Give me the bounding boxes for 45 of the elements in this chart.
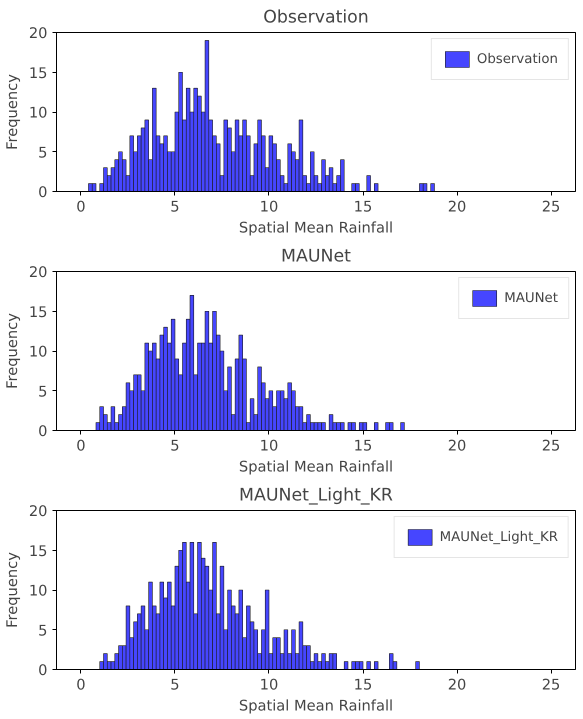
y-tick-label: 10: [28, 582, 48, 600]
y-axis-title: Frequency: [4, 552, 21, 628]
y-tick-label: 5: [38, 622, 48, 640]
x-tick-label: 25: [542, 438, 560, 454]
x-tick-label: 5: [170, 198, 180, 216]
chart-title: MAUNet_Light_KR: [239, 486, 393, 506]
x-axis-title: Spatial Mean Rainfall: [238, 698, 394, 714]
y-tick-label: 0: [38, 662, 48, 679]
y-tick-label: 0: [38, 184, 48, 201]
y-tick-label: 15: [28, 64, 48, 82]
x-tick-label: 20: [448, 676, 466, 694]
x-tick-label: 5: [170, 438, 180, 454]
x-axis-title: Spatial Mean Rainfall: [238, 458, 394, 476]
x-tick-label: 25: [542, 676, 560, 694]
x-tick-label: 0: [76, 676, 86, 694]
y-axis-title: Frequency: [4, 312, 21, 389]
y-tick-label: 15: [28, 542, 48, 560]
chart-title: Observation: [263, 8, 369, 28]
y-tick-label: 20: [28, 25, 48, 42]
y-tick-label: 20: [28, 503, 48, 520]
y-tick-label: 10: [28, 104, 48, 122]
x-tick-label: 0: [76, 198, 86, 216]
x-tick-label: 20: [448, 198, 466, 216]
y-axis-title: Frequency: [4, 74, 21, 150]
legend-label: MAUNet_Light_KR: [440, 530, 558, 544]
y-tick-label: 5: [38, 383, 48, 400]
y-tick-label: 20: [28, 264, 48, 281]
x-tick-label: 5: [170, 676, 180, 694]
x-axis-title: Spatial Mean Rainfall: [238, 220, 394, 236]
x-tick-label: 25: [542, 198, 560, 216]
x-tick-label: 20: [448, 438, 466, 454]
y-tick-label: 15: [28, 304, 48, 321]
x-tick-label: 15: [354, 438, 372, 454]
x-tick-label: 15: [354, 198, 372, 216]
x-tick-label: 10: [260, 438, 278, 454]
x-tick-label: 15: [354, 676, 372, 694]
x-tick-label: 10: [260, 198, 278, 216]
x-tick-label: 10: [260, 676, 278, 694]
legend-label: Observation: [476, 52, 558, 66]
legend-label: MAUNet: [504, 290, 558, 306]
y-tick-label: 0: [38, 423, 48, 440]
y-tick-label: 10: [28, 344, 48, 360]
x-tick-label: 0: [76, 438, 86, 454]
chart-title: MAUNet: [281, 246, 352, 266]
y-tick-label: 5: [38, 144, 48, 162]
